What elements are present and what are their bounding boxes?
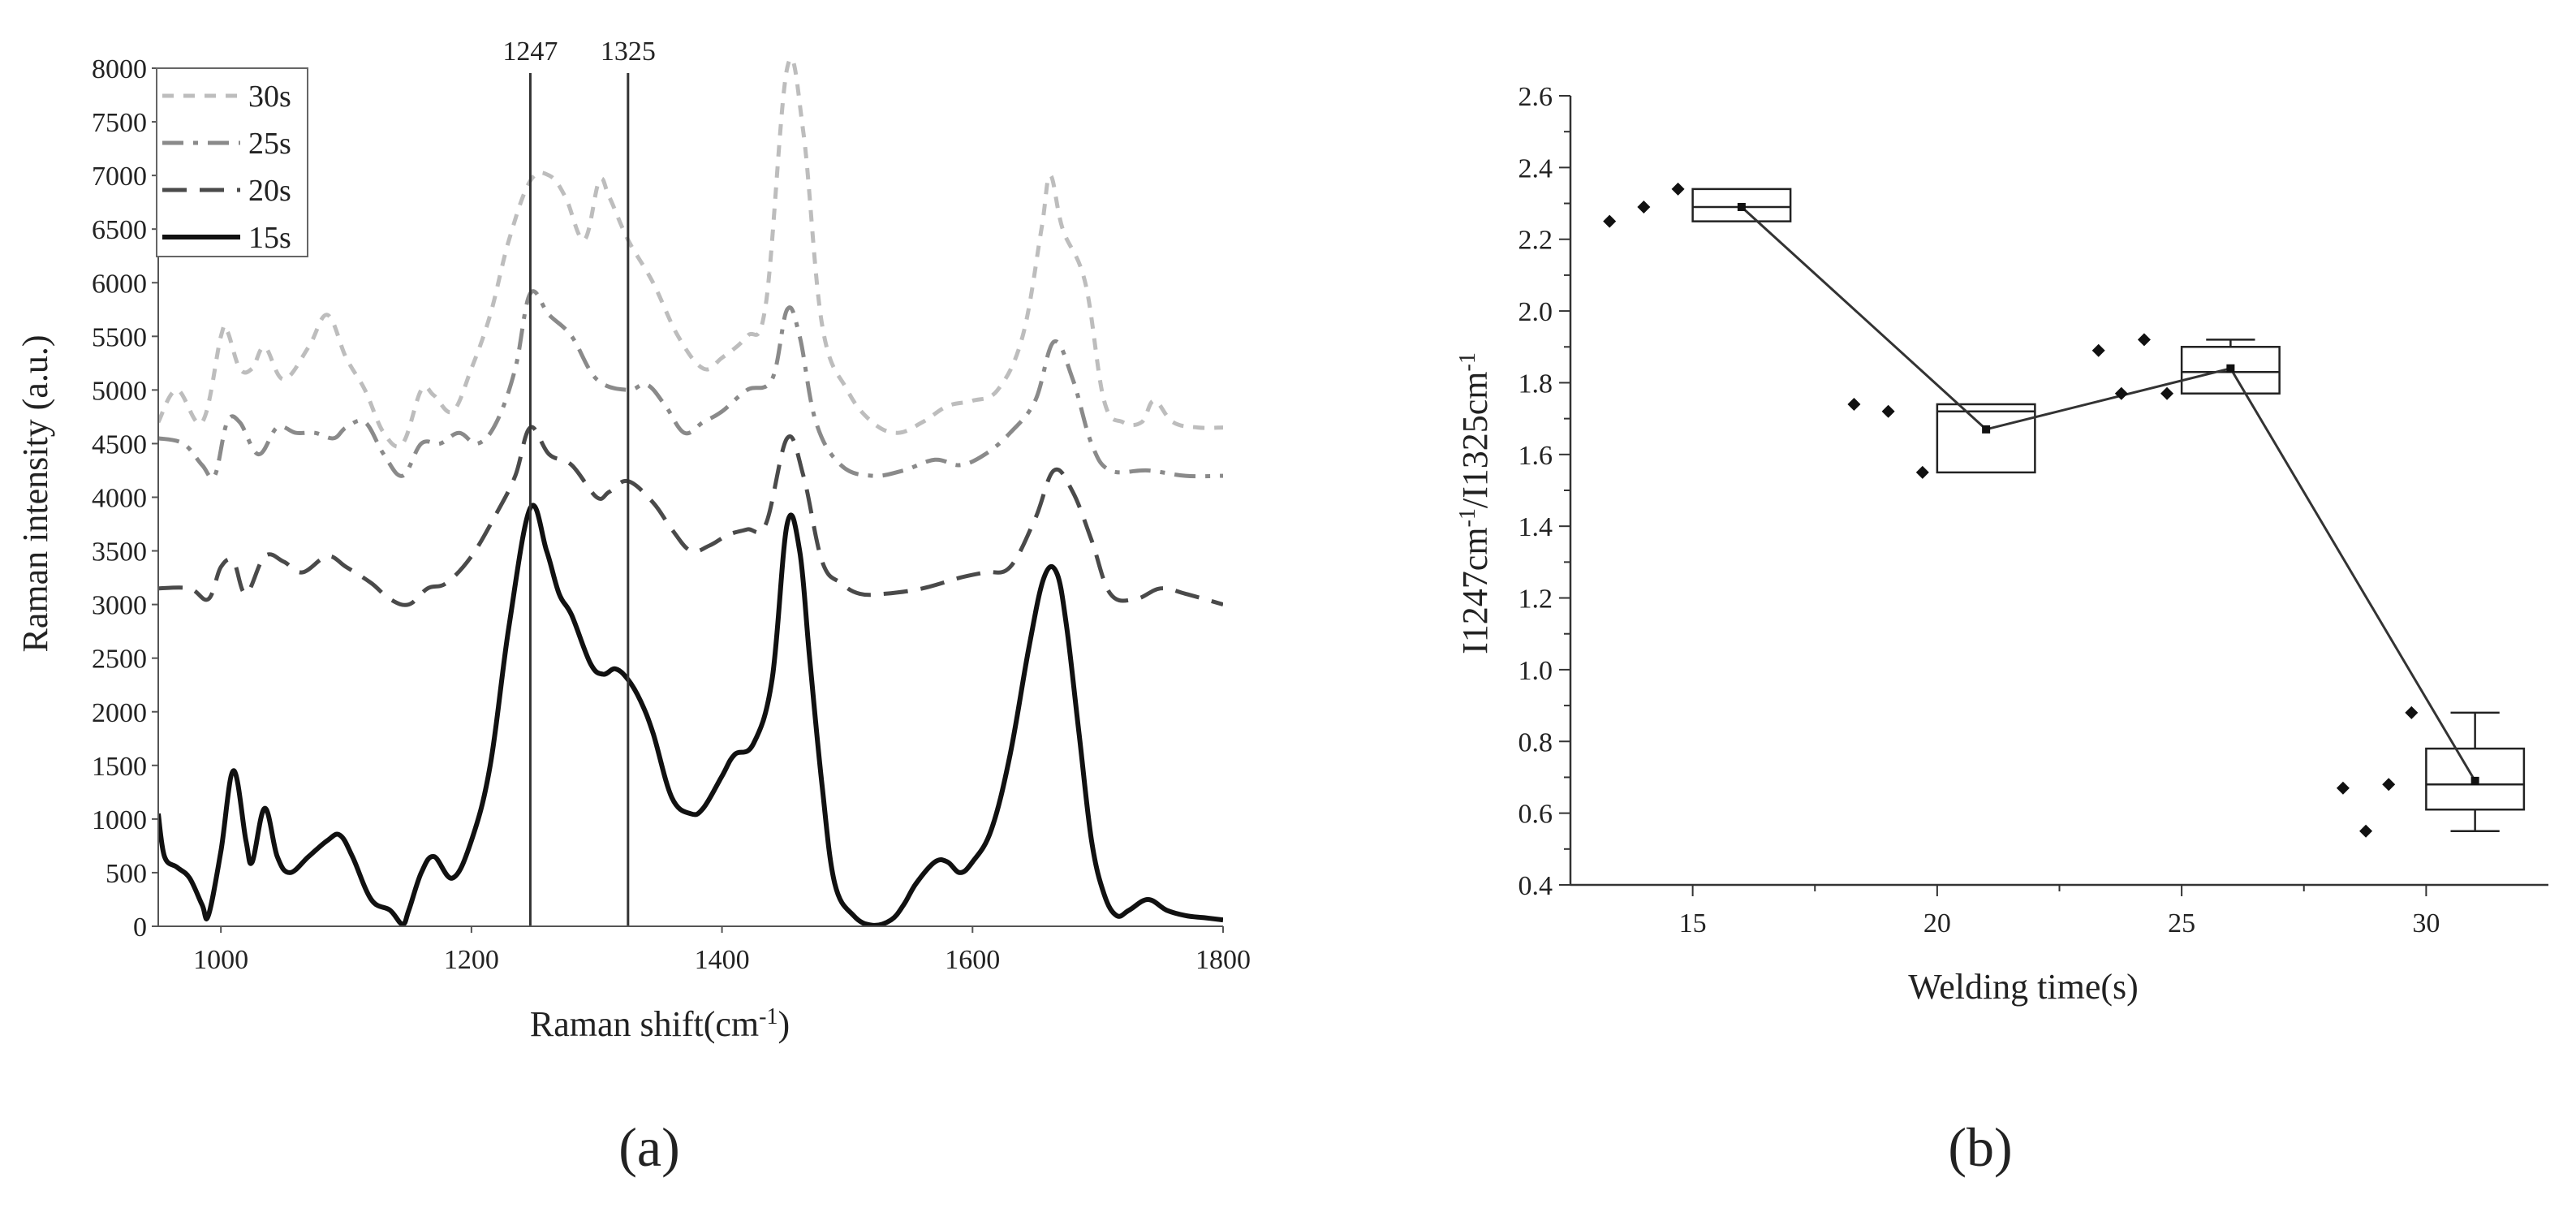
y-tick-label-3000: 3000 bbox=[92, 591, 147, 621]
series-line-25s bbox=[158, 289, 1223, 481]
y-tick-label-1: 0.6 bbox=[1518, 800, 1553, 830]
panel-label-a: (a) bbox=[618, 1116, 679, 1178]
panel-label-b: (b) bbox=[1948, 1116, 2012, 1178]
spectra-legend: 30s 25s 20s 15s bbox=[156, 67, 308, 257]
mean-marker-20 bbox=[1982, 425, 1991, 434]
y-tick-label-0: 0 bbox=[133, 912, 147, 943]
data-point-30-2 bbox=[2382, 778, 2396, 792]
x-tick-label-30: 30 bbox=[2412, 908, 2440, 938]
spectra-axes: 0 500 1000 1500 2000 2500 3000 3500 4000 4500 5000… bbox=[92, 54, 1251, 975]
x-axis-title: Raman shift(cm-1) bbox=[530, 1004, 790, 1045]
y-tick-label-0: 0.4 bbox=[1518, 871, 1553, 901]
spectra-series-group bbox=[158, 60, 1223, 926]
y-tick-label-6: 1.6 bbox=[1518, 441, 1553, 471]
y-tick-label-3: 1.0 bbox=[1518, 656, 1553, 686]
reference-label-1325: 1325 bbox=[601, 37, 656, 67]
mean-marker-15 bbox=[1737, 202, 1746, 211]
x-tick-label-25: 25 bbox=[2168, 908, 2195, 938]
legend-box bbox=[156, 67, 308, 257]
data-point-15-2 bbox=[1671, 182, 1685, 196]
data-point-30-3 bbox=[2405, 705, 2419, 719]
data-point-30-0 bbox=[2336, 781, 2350, 795]
y-tick-label-7500: 7500 bbox=[92, 108, 147, 138]
y-tick-label-8000: 8000 bbox=[92, 54, 147, 84]
data-point-25-1 bbox=[2114, 386, 2128, 400]
y-tick-label-2000: 2000 bbox=[92, 698, 147, 728]
data-point-25-0 bbox=[2091, 343, 2105, 357]
x-tick-label-1800: 1800 bbox=[1195, 945, 1251, 975]
x-axis-title: Welding time(s) bbox=[1908, 967, 2139, 1007]
data-point-15-1 bbox=[1637, 200, 1651, 214]
y-tick-label-6500: 6500 bbox=[92, 215, 147, 245]
y-tick-label-7000: 7000 bbox=[92, 162, 147, 192]
y-axis-title: Raman intensity (a.u.) bbox=[15, 334, 55, 652]
box-20 bbox=[1936, 403, 2036, 474]
mean-connect-line bbox=[1740, 205, 2476, 782]
legend-label-25s: 25s bbox=[248, 127, 291, 161]
y-tick-label-2: 0.8 bbox=[1518, 727, 1553, 757]
mean-line-group bbox=[1737, 202, 2479, 785]
series-line-15s bbox=[158, 503, 1223, 926]
y-tick-label-6000: 6000 bbox=[92, 269, 147, 299]
reference-label-1247: 1247 bbox=[502, 37, 558, 67]
x-tick-label-1000: 1000 bbox=[193, 945, 248, 975]
x-tick-label-1400: 1400 bbox=[695, 945, 750, 975]
box-25 bbox=[2180, 346, 2281, 395]
boxplot-boxes bbox=[1691, 188, 2526, 832]
data-point-15-0 bbox=[1603, 214, 1617, 228]
y-tick-label-1500: 1500 bbox=[92, 752, 147, 782]
mean-marker-25 bbox=[2226, 364, 2235, 373]
y-tick-label-4500: 4500 bbox=[92, 429, 147, 459]
y-axis-title: I1247cm-1/I1325cm-1 bbox=[1455, 352, 1496, 654]
y-tick-label-9: 2.2 bbox=[1518, 226, 1553, 256]
series-line-20s bbox=[158, 425, 1223, 607]
legend-label-15s: 15s bbox=[248, 221, 291, 255]
y-tick-label-11: 2.6 bbox=[1518, 82, 1553, 112]
y-tick-label-3500: 3500 bbox=[92, 537, 147, 567]
legend-label-20s: 20s bbox=[248, 174, 291, 208]
boxplot-axes: 0.4 0.6 0.8 1.0 1.2 1.4 1.6 1.8 2.0 2.2 2.4 2.6 15 20… bbox=[1518, 82, 2548, 938]
y-tick-label-7: 1.8 bbox=[1518, 369, 1553, 399]
x-tick-label-1200: 1200 bbox=[444, 945, 499, 975]
x-tick-label-1600: 1600 bbox=[945, 945, 1000, 975]
data-point-20-2 bbox=[1915, 465, 1929, 479]
y-tick-label-4000: 4000 bbox=[92, 484, 147, 514]
series-line-30s bbox=[158, 60, 1223, 449]
reference-lines: 1247 1325 bbox=[502, 37, 656, 926]
y-tick-label-5500: 5500 bbox=[92, 322, 147, 352]
intensity-ratio-boxplot: 0.4 0.6 0.8 1.0 1.2 1.4 1.6 1.8 2.0 2.2 2.4 2.6 15 20… bbox=[1455, 82, 2548, 1178]
raman-spectra-chart: 1247 1325 0 500 1000 1500 2000 2500 3000 3500 400… bbox=[15, 37, 1251, 1178]
data-points bbox=[1603, 182, 2419, 838]
y-tick-label-4: 1.2 bbox=[1518, 585, 1553, 615]
x-tick-label-15: 15 bbox=[1679, 908, 1707, 938]
data-point-25-2 bbox=[2137, 333, 2151, 347]
data-point-25-3 bbox=[2160, 386, 2174, 400]
y-tick-label-10: 2.4 bbox=[1518, 153, 1553, 183]
x-tick-label-20: 20 bbox=[1923, 908, 1951, 938]
legend-label-30s: 30s bbox=[248, 80, 291, 114]
y-tick-label-1000: 1000 bbox=[92, 805, 147, 835]
data-point-30-1 bbox=[2359, 824, 2373, 838]
y-tick-label-5000: 5000 bbox=[92, 376, 147, 406]
y-tick-label-8: 2.0 bbox=[1518, 297, 1553, 327]
y-tick-label-500: 500 bbox=[106, 859, 147, 889]
y-tick-label-2500: 2500 bbox=[92, 645, 147, 675]
data-point-20-0 bbox=[1847, 397, 1861, 411]
y-tick-label-5: 1.4 bbox=[1518, 512, 1553, 542]
mean-marker-30 bbox=[2470, 776, 2479, 785]
data-point-20-1 bbox=[1881, 404, 1895, 418]
